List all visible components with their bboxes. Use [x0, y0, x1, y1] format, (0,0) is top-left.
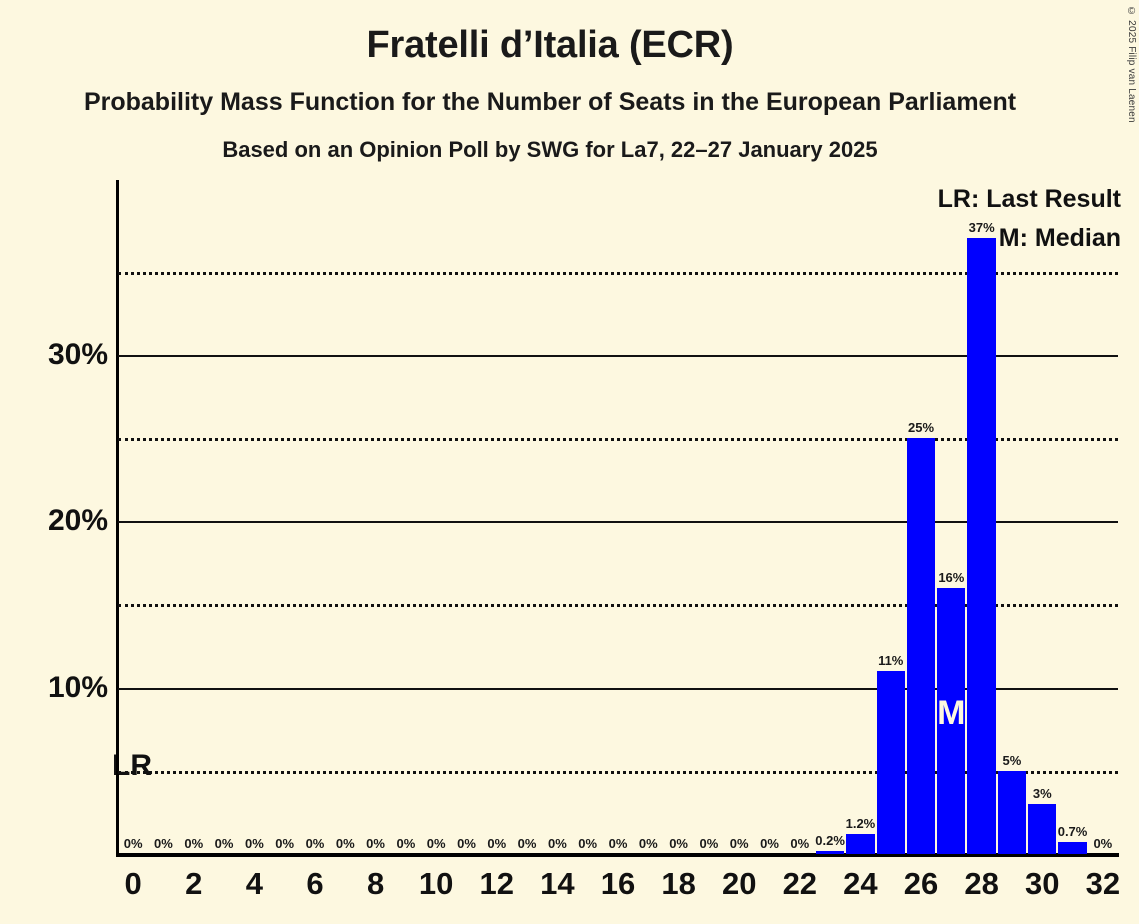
gridline-solid: [118, 354, 1118, 357]
bar: [1058, 842, 1087, 854]
bar: [997, 770, 1027, 854]
bar-value-label: 0.7%: [1057, 824, 1088, 840]
bar-value-label: 0%: [244, 836, 264, 851]
x-axis-line: [116, 853, 1119, 857]
bar-value-label: 16%: [938, 569, 965, 585]
bar-value-label: 0%: [335, 836, 355, 851]
bar-value-label: 0%: [760, 836, 779, 851]
bar-value-label: 0%: [487, 836, 507, 851]
x-axis-tick: 6: [306, 866, 324, 901]
bar-value-label: 0%: [578, 836, 598, 851]
bar-value-label: 0%: [366, 836, 385, 851]
bar-value-label: 25%: [908, 419, 935, 435]
bar-value-label: 0%: [1093, 836, 1113, 851]
bar-value-label: 0.2%: [815, 832, 845, 848]
bar-value-label: 0%: [154, 836, 173, 851]
bar-value-label: 0%: [517, 836, 537, 851]
bar: [815, 850, 845, 854]
bar-value-label: 11%: [878, 652, 904, 668]
bar-value-label: 0%: [547, 836, 567, 851]
gridline-solid: [118, 687, 1118, 690]
bar-value-label: 0%: [457, 836, 476, 851]
bar-value-label: 0%: [214, 836, 234, 851]
bar-value-label: 3%: [1032, 786, 1052, 802]
x-axis-tick: 16: [600, 866, 636, 901]
legend-last-result: LR: Last Result: [937, 185, 1121, 213]
bar-value-label: 37%: [968, 220, 995, 236]
bar: [1028, 804, 1057, 854]
y-axis-tick: 30%: [47, 337, 108, 371]
y-axis-line: [116, 180, 119, 854]
bar-value-label: 0%: [275, 836, 295, 851]
x-axis-tick: 28: [964, 866, 999, 901]
x-axis-tick: 12: [479, 866, 515, 901]
bar-value-label: 0%: [305, 836, 325, 851]
bar-value-label: 0%: [790, 836, 810, 851]
x-axis-tick: 4: [245, 866, 263, 901]
median-marker: M: [937, 693, 966, 732]
x-axis-tick: 30: [1024, 866, 1060, 901]
bar-value-label: 1.2%: [845, 816, 876, 832]
bar-value-label: 0%: [638, 836, 658, 851]
legend-median: M: Median: [998, 224, 1121, 252]
y-axis-tick: 20%: [47, 504, 108, 538]
bar-value-label: 0%: [608, 836, 628, 851]
x-axis-tick: 26: [903, 866, 939, 901]
x-axis-tick: 10: [418, 866, 454, 901]
x-axis-tick: 22: [782, 866, 818, 901]
x-axis-tick: 20: [721, 866, 757, 901]
bar: [937, 587, 966, 854]
gridline-dotted: [118, 770, 1118, 774]
gridline-dotted: [118, 604, 1118, 608]
y-axis-tick: 10%: [47, 670, 108, 704]
x-axis-tick: 2: [185, 866, 203, 901]
plot-area: 0% 0% 0% 0% 0% 0% 0% 0% 0% 0% 0% 0% 0% 0% 0% 0% 0% 0% 0% 0%…: [116, 180, 1119, 857]
bar-value-label: 0%: [184, 836, 204, 851]
bar-value-label: 0%: [426, 836, 446, 851]
gridline-solid: [118, 521, 1118, 524]
gridline-dotted: [118, 271, 1118, 275]
bar-value-label: 0%: [396, 836, 416, 851]
bar-value-label: 5%: [1002, 752, 1022, 768]
x-axis-tick: 8: [366, 866, 385, 901]
chart-subtitle: Probability Mass Function for the Number…: [83, 88, 1017, 116]
x-axis-tick: 32: [1085, 866, 1121, 901]
bar-value-label: 0%: [729, 836, 749, 851]
x-axis-tick: 18: [661, 866, 696, 901]
copyright-notice: © 2025 Filip van Laenen: [1126, 6, 1137, 123]
bar: [906, 437, 936, 854]
y-axis-tick-labels: 10% 20% 30%: [0, 180, 1139, 854]
gridline-dotted: [118, 437, 1118, 441]
bar: [846, 834, 875, 854]
bar: [967, 238, 996, 854]
bar-value-label: 0%: [669, 836, 688, 851]
bar-value-label: 0%: [699, 836, 719, 851]
bar: [876, 670, 905, 854]
x-axis-tick: 14: [540, 866, 575, 901]
chart-source-note: Based on an Opinion Poll by SWG for La7,…: [222, 137, 878, 162]
x-axis-tick-labels: 0 2 4 6 8 10 12 14 16 18 20 22 24 26 28 30 32: [118, 866, 1121, 916]
page-title: Fratelli d’Italia (ECR): [366, 24, 734, 66]
x-axis-tick: 0: [124, 866, 142, 901]
x-axis-tick: 24: [843, 866, 878, 901]
bar-value-label: 0%: [123, 836, 143, 851]
